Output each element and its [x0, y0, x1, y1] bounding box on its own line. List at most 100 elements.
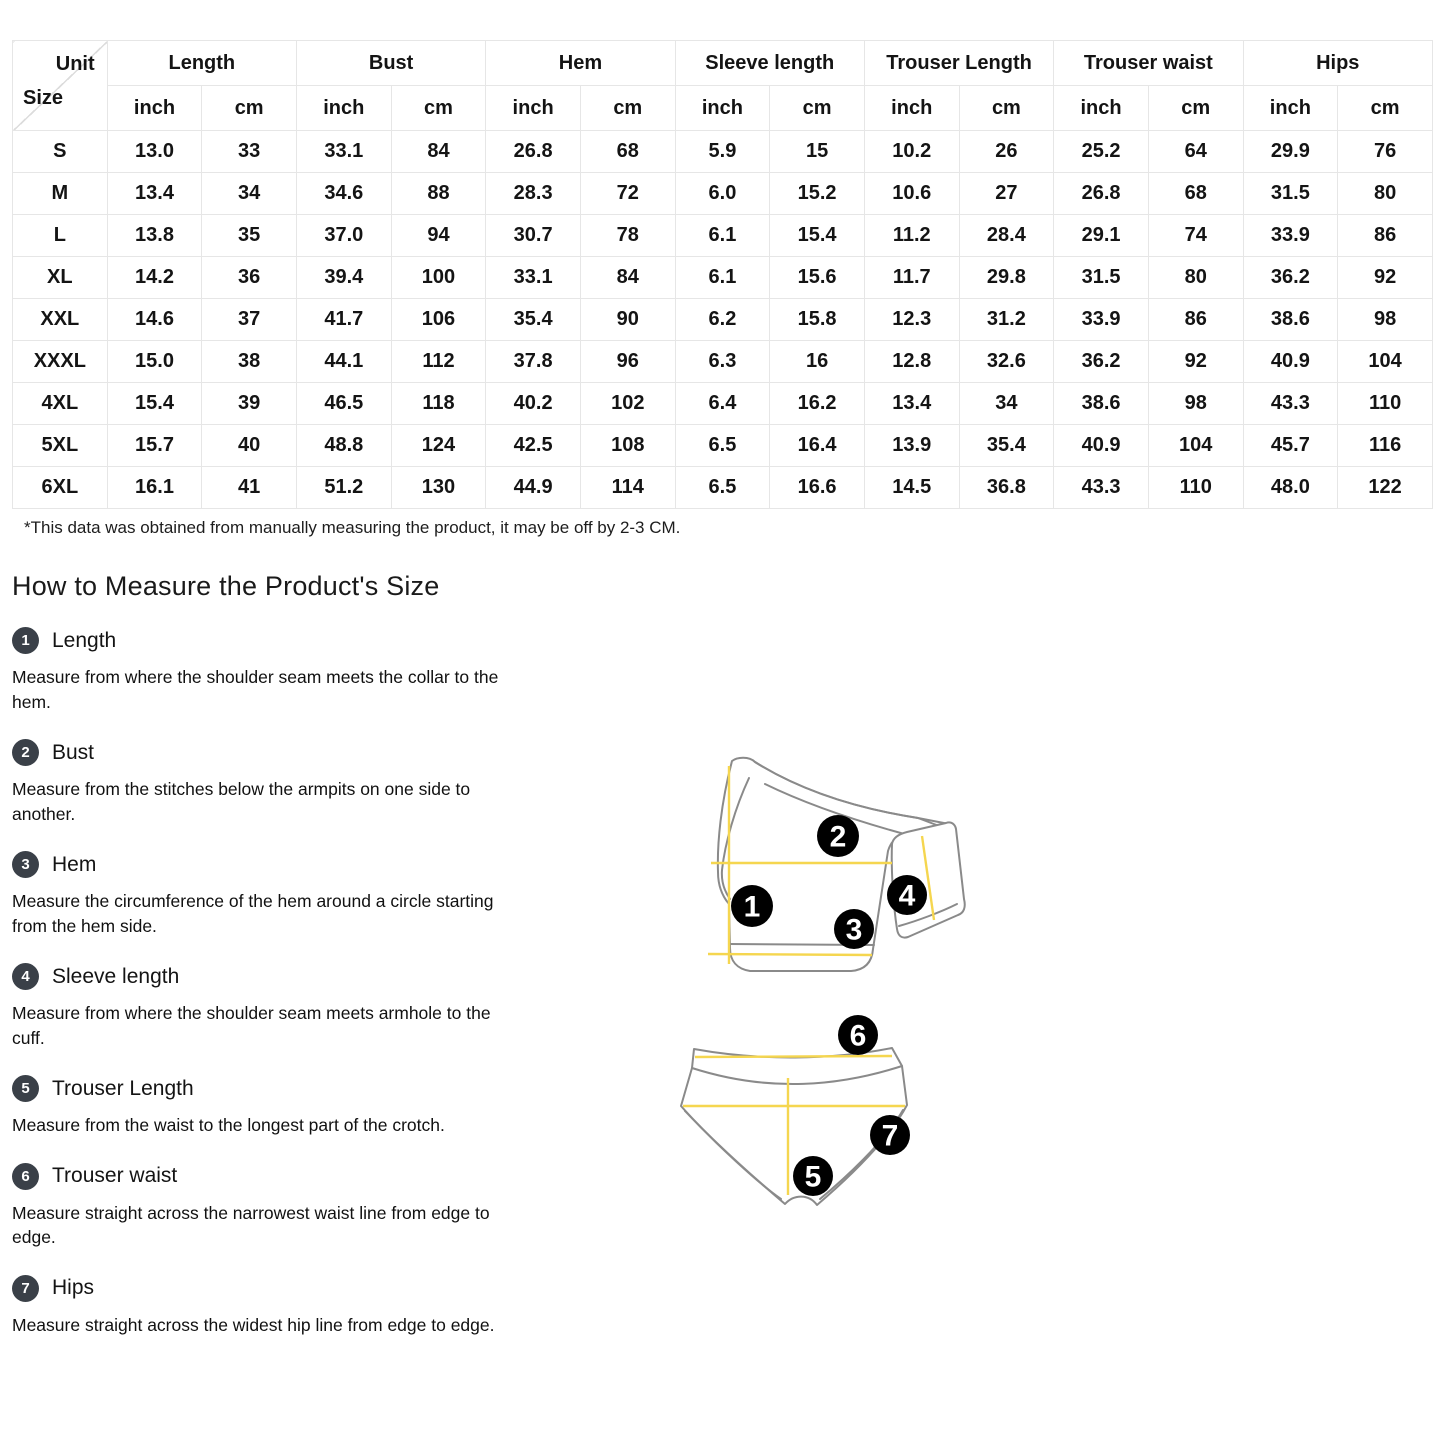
- value-cell: 45.7: [1242, 424, 1339, 467]
- size-chart-section: Unit Size Length Bust Hem Sleeve length Trou…: [0, 0, 1445, 538]
- step-4-badge: 4: [12, 963, 39, 990]
- size-row-xl: XL 14.2 36 39.4 100 33.1 84 6.1 15.6 11.7 29.8 31.5…: [12, 256, 1433, 299]
- value-cell: 31.5: [1242, 172, 1339, 215]
- measure-item-head-trouser-length: 5 Trouser Length: [12, 1075, 572, 1102]
- measure-guide-items: 1 Length Measure from where the shoulder s…: [12, 627, 572, 1337]
- value-cell: 13.0: [106, 130, 203, 173]
- value-cell: 78: [579, 214, 676, 257]
- value-cell: 80: [1147, 256, 1244, 299]
- value-cell: 35.4: [958, 424, 1055, 467]
- value-cell: 6.5: [674, 466, 771, 509]
- corner-cell: Unit Size: [12, 40, 108, 131]
- value-cell: 31.2: [958, 298, 1055, 341]
- value-cell: 36.8: [958, 466, 1055, 509]
- measure-guide-title: How to Measure the Product's Size: [12, 571, 440, 601]
- measure-item-head-hips: 7 Hips: [12, 1274, 572, 1302]
- value-cell: 16.6: [769, 466, 865, 509]
- step-6-badge: 6: [12, 1162, 39, 1190]
- value-cell: 40.2: [485, 382, 581, 425]
- value-cell: 28.3: [485, 172, 581, 215]
- measurement-disclaimer: *This data was obtained from manually me…: [24, 518, 681, 537]
- value-cell: 74: [1147, 214, 1244, 257]
- value-cell: 12.8: [863, 340, 960, 383]
- value-cell: 38.6: [1242, 298, 1339, 341]
- value-cell: 108: [579, 424, 676, 467]
- value-cell: 48.0: [1242, 466, 1339, 509]
- measure-item-description: Measure from the waist to the longest pa…: [12, 1115, 445, 1135]
- value-cell: 6.0: [674, 172, 771, 215]
- value-cell: 15.0: [106, 340, 203, 383]
- svg-text:2: 2: [830, 821, 847, 854]
- value-cell: 33.1: [485, 256, 581, 299]
- measure-item-label: Trouser waist: [52, 1164, 178, 1187]
- value-cell: 110: [1147, 466, 1244, 509]
- value-cell: 33.9: [1242, 214, 1339, 257]
- value-cell: 34: [958, 382, 1055, 425]
- value-cell: 14.5: [863, 466, 960, 509]
- bottom-garment-illustration: 6 7 5: [680, 1015, 910, 1206]
- value-cell: 39: [201, 382, 297, 425]
- value-cell: 36.2: [1242, 256, 1339, 299]
- value-cell: 31.5: [1053, 256, 1149, 299]
- unit-subheader: cm: [1337, 85, 1433, 131]
- marker-sleeve: 4: [887, 875, 927, 915]
- value-cell: 27: [958, 172, 1055, 215]
- value-cell: 34.6: [295, 172, 392, 215]
- column-group-header: Trouser Length: [863, 40, 1055, 86]
- value-cell: 86: [1337, 214, 1433, 257]
- unit-subheader: cm: [958, 85, 1055, 131]
- size-cell: 6XL: [12, 466, 108, 509]
- value-cell: 80: [1337, 172, 1433, 215]
- value-cell: 14.2: [106, 256, 203, 299]
- value-cell: 76: [1337, 130, 1433, 173]
- svg-text:1: 1: [744, 891, 761, 924]
- value-cell: 13.8: [106, 214, 203, 257]
- unit-subheader: inch: [1242, 85, 1339, 131]
- value-cell: 84: [579, 256, 676, 299]
- value-cell: 94: [390, 214, 487, 257]
- measure-item-label: Trouser Length: [52, 1076, 194, 1100]
- value-cell: 112: [390, 340, 487, 383]
- value-cell: 43.3: [1242, 382, 1339, 425]
- unit-subheader: inch: [863, 85, 960, 131]
- column-group-header: Hem: [485, 40, 676, 86]
- unit-subheader: inch: [295, 85, 392, 131]
- value-cell: 5.9: [674, 130, 771, 173]
- value-cell: 41.7: [295, 298, 392, 341]
- size-cell: XL: [12, 256, 108, 299]
- size-cell: L: [12, 214, 108, 257]
- value-cell: 98: [1147, 382, 1244, 425]
- value-cell: 48.8: [295, 424, 392, 467]
- value-cell: 32.6: [958, 340, 1055, 383]
- value-cell: 29.1: [1053, 214, 1149, 257]
- value-cell: 37.8: [485, 340, 581, 383]
- neckline-inner-edge: [764, 783, 909, 836]
- value-cell: 26: [958, 130, 1055, 173]
- value-cell: 90: [579, 298, 676, 341]
- value-cell: 6.2: [674, 298, 771, 341]
- step-1-badge: 1: [12, 627, 39, 654]
- value-cell: 14.6: [106, 298, 203, 341]
- unit-subheader: cm: [769, 85, 865, 131]
- value-cell: 40.9: [1053, 424, 1149, 467]
- value-cell: 39.4: [295, 256, 392, 299]
- step-3-badge: 3: [12, 851, 39, 878]
- unit-subheader: inch: [106, 85, 203, 131]
- value-cell: 130: [390, 466, 487, 509]
- value-cell: 25.2: [1053, 130, 1149, 173]
- unit-subheader: cm: [579, 85, 676, 131]
- measure-item-hips: 7 Hips Measure straight across the widest …: [12, 1274, 572, 1338]
- value-cell: 6.4: [674, 382, 771, 425]
- unit-subheader: cm: [390, 85, 487, 131]
- value-cell: 44.1: [295, 340, 392, 383]
- measure-item-label: Bust: [52, 740, 95, 764]
- value-cell: 86: [1147, 298, 1244, 341]
- value-cell: 84: [390, 130, 487, 173]
- size-cell: M: [12, 172, 108, 215]
- svg-text:5: 5: [805, 1161, 822, 1194]
- value-cell: 106: [390, 298, 487, 341]
- value-cell: 35: [201, 214, 297, 257]
- value-cell: 33.9: [1053, 298, 1149, 341]
- value-cell: 92: [1337, 256, 1433, 299]
- value-cell: 15.4: [769, 214, 865, 257]
